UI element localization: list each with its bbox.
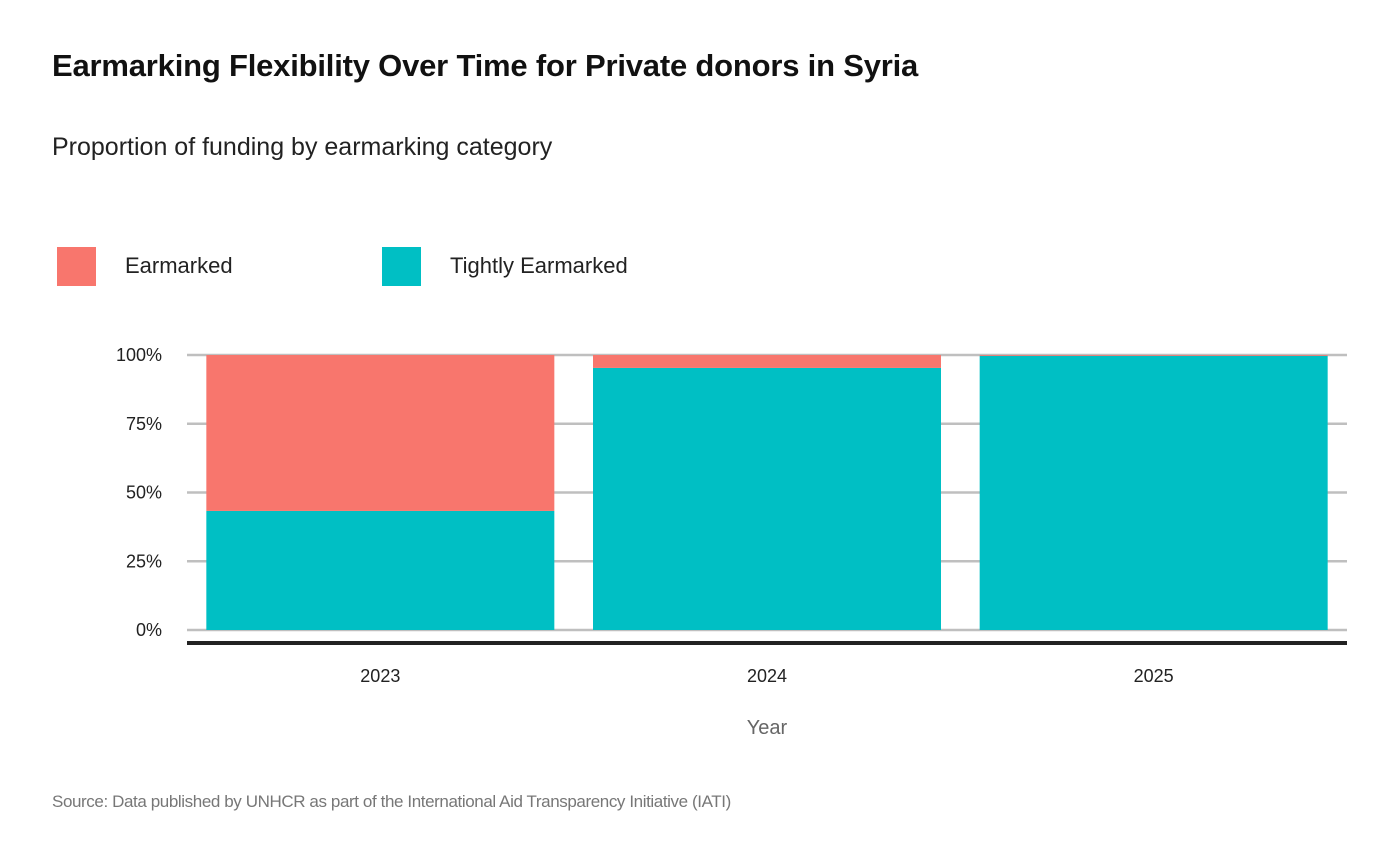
x-tick-label: 2025 <box>1134 666 1174 686</box>
x-tick-label: 2023 <box>360 666 400 686</box>
bars <box>206 355 1328 630</box>
legend-swatch-tightly-earmarked <box>382 246 421 286</box>
chart-title: Earmarking Flexibility Over Time for Pri… <box>52 48 919 83</box>
bar-tightly-earmarked-2025 <box>979 355 1328 630</box>
y-tick-label: 100% <box>116 345 162 365</box>
y-tick-label: 25% <box>126 551 162 571</box>
bar-tightly-earmarked-2023 <box>206 510 555 630</box>
bar-earmarked-2024 <box>593 355 941 368</box>
chart-subtitle: Proportion of funding by earmarking cate… <box>52 133 553 161</box>
legend-label-tightly-earmarked: Tightly Earmarked <box>450 253 628 278</box>
x-tick-label: 2024 <box>747 666 787 686</box>
x-axis-title: Year <box>747 717 788 739</box>
y-tick-label: 75% <box>126 414 162 434</box>
legend-item-tightly-earmarked: Tightly Earmarked <box>382 246 628 286</box>
x-tick-labels: 2023 2024 2025 <box>360 666 1173 686</box>
y-tick-labels: 0% 25% 50% 75% 100% <box>116 345 162 640</box>
legend-item-earmarked: Earmarked <box>57 246 233 286</box>
bar-tightly-earmarked-2024 <box>593 367 941 630</box>
y-tick-label: 0% <box>136 620 162 640</box>
y-tick-label: 50% <box>126 483 162 503</box>
bar-earmarked-2025 <box>979 355 1328 356</box>
source-note: Source: Data published by UNHCR as part … <box>52 792 731 811</box>
legend-swatch-earmarked <box>57 246 96 286</box>
legend-label-earmarked: Earmarked <box>125 253 233 278</box>
bar-earmarked-2023 <box>206 355 555 511</box>
